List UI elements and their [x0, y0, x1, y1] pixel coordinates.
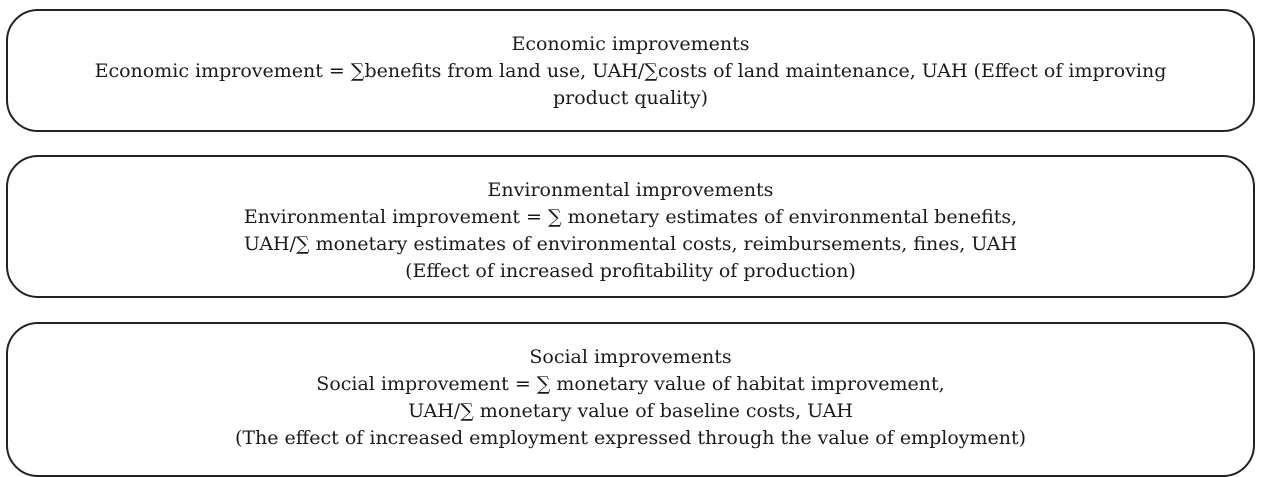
improvement-box: Economic improvements Economic improvemen…: [6, 9, 1255, 132]
box-title: Environmental improvements: [487, 179, 774, 201]
box-line: product quality): [552, 87, 709, 109]
box-title: Economic improvements: [511, 33, 750, 55]
box-line: (The effect of increased employment expr…: [234, 427, 1027, 449]
improvement-box: Environmental improvements Environmental …: [6, 155, 1255, 298]
box-line: Environmental improvement = ∑ monetary e…: [243, 206, 1018, 228]
box-line: (Effect of increased profitability of pr…: [405, 260, 856, 282]
box-title: Social improvements: [529, 346, 732, 368]
box-line: Social improvement = ∑ monetary value of…: [316, 373, 945, 395]
box-line: UAH/∑ monetary estimates of environmenta…: [243, 233, 1018, 255]
box-line: UAH/∑ monetary value of baseline costs, …: [408, 400, 853, 422]
improvement-box: Social improvements Social improvement = …: [6, 322, 1255, 477]
box-line: Economic improvement = ∑benefits from la…: [94, 60, 1167, 82]
